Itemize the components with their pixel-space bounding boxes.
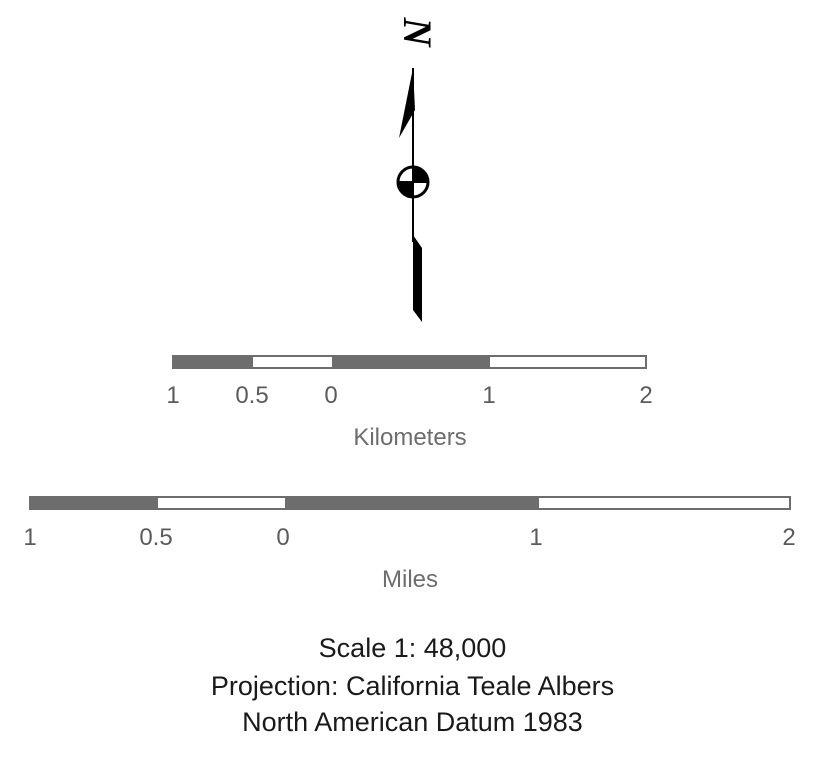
north-label: N [395,17,440,49]
km-tick-label: 2 [639,382,653,409]
km-unit-label: Kilometers [353,424,467,451]
km-tick-label: 1 [166,382,180,409]
mi-tick-label: 1 [23,524,37,551]
km-seg-3 [332,357,490,367]
datum-text: North American Datum 1983 [242,707,583,737]
projection-text: Projection: California Teale Albers [210,671,615,701]
mi-seg-2 [158,498,285,508]
mi-tick-label: 1 [529,524,543,551]
mi-seg-1 [31,498,158,508]
north-arrow-icon: N [395,17,440,322]
km-tick-label: 0.5 [235,382,269,409]
km-seg-4 [490,357,645,367]
mi-tick-label: 0 [276,524,290,551]
mi-unit-label: Miles [381,566,439,593]
km-seg-2 [253,357,332,367]
km-tick-label: 1 [482,382,496,409]
km-tick-label: 0 [324,382,338,409]
mi-tick-label: 0.5 [139,524,173,551]
km-seg-1 [174,357,253,367]
mi-tick-label: 2 [782,524,796,551]
mi-scale-bar [29,496,791,510]
km-scale-bar [172,355,647,369]
scale-text: Scale 1: 48,000 [318,633,507,663]
mi-seg-3 [285,498,539,508]
mi-seg-4 [539,498,789,508]
